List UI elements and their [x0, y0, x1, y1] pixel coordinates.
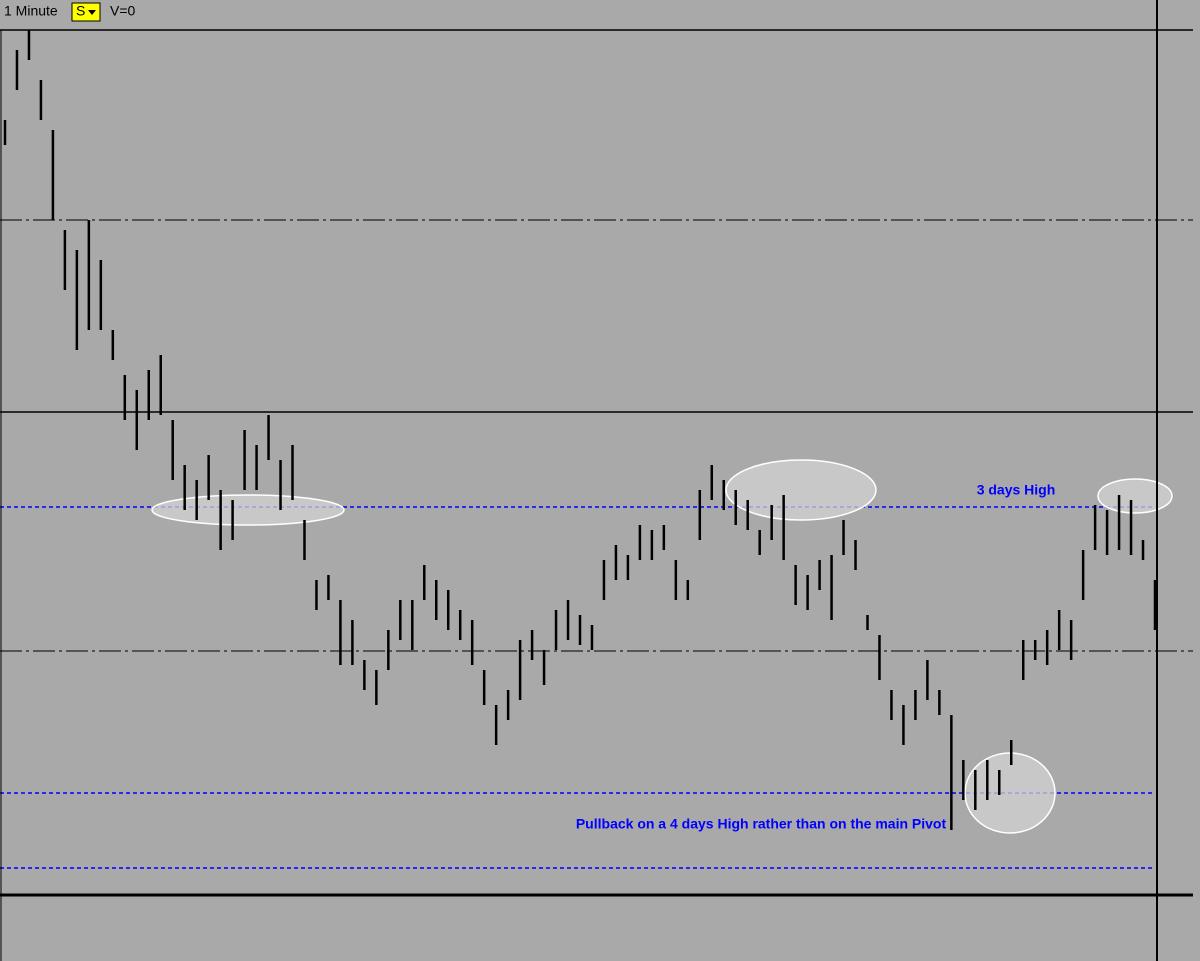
symbol-button[interactable] [71, 2, 101, 22]
highlight-ellipses [151, 459, 1173, 834]
dropdown-arrow[interactable] [88, 10, 96, 15]
volume-label: V=0 [110, 3, 136, 19]
ellipse [725, 459, 877, 521]
bars [3, 30, 1157, 830]
ellipse [1097, 478, 1173, 514]
ellipse [151, 494, 345, 526]
annotation: 3 days High [977, 482, 1056, 498]
interval-label: 1 Minute [4, 3, 58, 19]
symbol-button-label[interactable]: S [76, 3, 85, 19]
header: 1 Minute S V=0 [4, 2, 136, 22]
annotation: Pullback on a 4 days High rather than on… [576, 816, 947, 832]
